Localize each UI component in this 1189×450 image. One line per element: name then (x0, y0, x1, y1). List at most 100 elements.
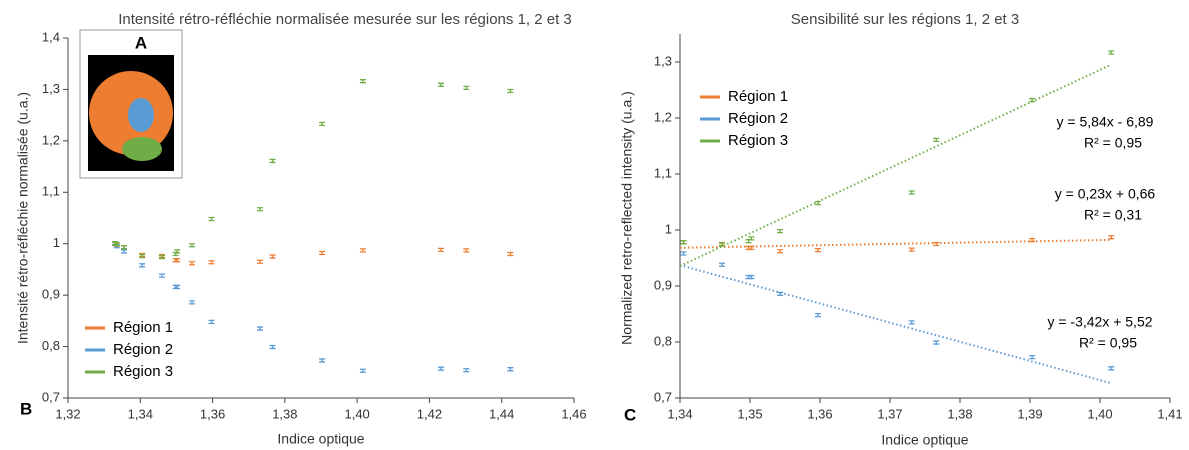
data-point (359, 79, 366, 84)
trendline-equation: y = -3,42x + 5,52 (1047, 314, 1152, 330)
trendline-r2: R² = 0,95 (1079, 335, 1137, 351)
trendline-r2: R² = 0,95 (1084, 135, 1142, 151)
legend-label: Région 3 (113, 363, 173, 380)
x-tick-label: 1,46 (561, 406, 586, 421)
data-point (188, 261, 195, 266)
data-point (463, 368, 470, 373)
panel-label: C (624, 405, 636, 424)
legend-label: Région 2 (728, 110, 788, 127)
data-point (269, 344, 276, 350)
y-tick-label: 1,4 (42, 29, 60, 44)
y-tick-label: 0,7 (42, 389, 60, 404)
data-point (113, 242, 120, 247)
data-point (256, 207, 263, 212)
data-point (1029, 97, 1036, 103)
data-point (680, 251, 687, 256)
data-point (208, 319, 215, 325)
data-point (437, 366, 444, 371)
x-tick-label: 1,41 (1157, 406, 1182, 421)
trendline (679, 238, 1112, 249)
trendline-equation: y = 5,84x - 6,89 (1057, 114, 1154, 130)
y-tick-label: 0,9 (654, 277, 672, 292)
data-point (1029, 354, 1036, 360)
y-axis-label: Intensité rétro-réfléchie normalisée (u.… (15, 92, 31, 344)
data-point (908, 190, 915, 195)
legend-label: Région 1 (728, 88, 788, 105)
data-point (463, 248, 470, 253)
x-axis-label: Indice optique (277, 431, 364, 447)
data-point (359, 368, 366, 373)
data-point (359, 248, 366, 253)
data-point (174, 249, 181, 254)
legend-label: Région 1 (113, 319, 173, 336)
y-tick-label: 1 (665, 221, 672, 236)
region-2-shape (128, 98, 154, 132)
data-point (188, 300, 195, 305)
trendline-equation: y = 0,23x + 0,66 (1055, 186, 1156, 202)
data-point (319, 121, 326, 127)
data-point (933, 340, 940, 345)
data-point (319, 358, 326, 363)
data-point (680, 240, 687, 245)
y-axis-label: Normalized retro-reflected intensity (u.… (619, 91, 635, 345)
data-point (463, 85, 470, 91)
y-tick-label: 0,8 (654, 333, 672, 348)
data-point (269, 158, 276, 164)
trendline (679, 63, 1112, 267)
x-tick-label: 1,34 (667, 406, 692, 421)
inset-label: A (135, 33, 147, 52)
data-point (139, 253, 146, 259)
data-point (208, 260, 215, 265)
data-point (507, 251, 514, 257)
data-point (319, 250, 326, 256)
y-tick-label: 1 (53, 235, 60, 250)
data-point (208, 216, 215, 222)
y-tick-label: 1,2 (42, 132, 60, 147)
x-tick-label: 1,34 (128, 406, 153, 421)
x-tick-label: 1,32 (55, 406, 80, 421)
legend-label: Région 2 (113, 341, 173, 358)
data-point (748, 274, 755, 280)
y-tick-label: 0,8 (42, 338, 60, 353)
data-point (933, 137, 940, 142)
data-point (748, 245, 755, 251)
trendline-r2: R² = 0,31 (1084, 207, 1142, 223)
chart-title: Sensibilité sur les régions 1, 2 et 3 (790, 11, 1020, 28)
y-tick-label: 1,3 (654, 53, 672, 68)
data-point (437, 247, 444, 253)
legend-label: Région 3 (728, 132, 788, 149)
y-tick-label: 1,3 (42, 81, 60, 96)
panel-label: B (20, 399, 32, 418)
data-point (437, 82, 444, 87)
trendline (679, 264, 1112, 385)
y-tick-label: 1,1 (42, 184, 60, 199)
data-point (777, 228, 784, 234)
x-tick-label: 1,35 (737, 406, 762, 421)
x-tick-label: 1,40 (344, 406, 369, 421)
data-point (908, 247, 915, 252)
x-tick-label: 1,37 (877, 406, 902, 421)
data-point (188, 243, 195, 248)
data-point (158, 254, 165, 260)
inset: A (79, 29, 183, 179)
data-point (719, 262, 725, 267)
data-point (121, 245, 128, 250)
data-point (814, 248, 821, 253)
data-point (139, 263, 146, 268)
data-point (1029, 237, 1036, 243)
data-point (1108, 50, 1115, 55)
x-tick-label: 1,39 (1017, 406, 1042, 421)
data-point (908, 320, 915, 325)
y-tick-label: 1,2 (654, 109, 672, 124)
data-point (748, 236, 755, 241)
x-tick-label: 1,44 (489, 406, 514, 421)
data-point (719, 242, 725, 247)
x-tick-label: 1,36 (807, 406, 832, 421)
x-tick-label: 1,40 (1087, 406, 1112, 421)
x-tick-label: 1,38 (947, 406, 972, 421)
data-point (814, 200, 821, 206)
data-point (507, 367, 514, 372)
x-tick-label: 1,36 (200, 406, 225, 421)
